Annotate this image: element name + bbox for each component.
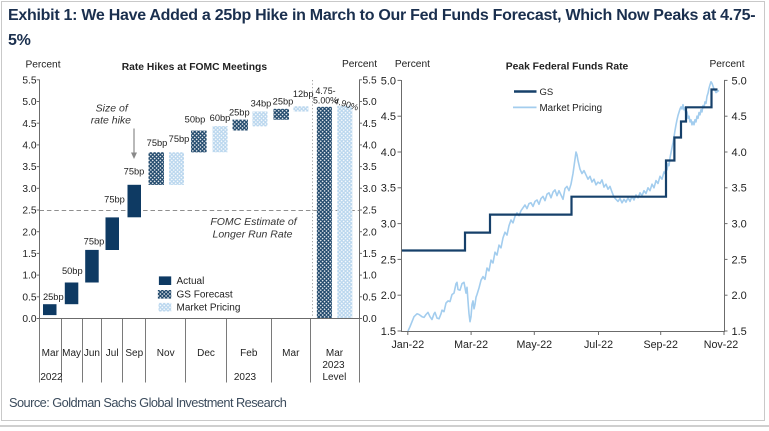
svg-text:5.0: 5.0	[22, 97, 36, 108]
svg-text:Size of: Size of	[96, 103, 129, 115]
svg-text:1.0: 1.0	[22, 271, 36, 282]
svg-text:3.5: 3.5	[381, 183, 396, 195]
svg-text:Dec: Dec	[197, 348, 215, 359]
svg-text:Mar-22: Mar-22	[454, 339, 488, 351]
svg-text:4.5: 4.5	[363, 119, 377, 130]
svg-text:5.5: 5.5	[363, 75, 377, 86]
svg-text:Percent: Percent	[395, 59, 430, 70]
svg-text:2.0: 2.0	[22, 227, 36, 238]
svg-text:Market Pricing: Market Pricing	[177, 303, 241, 314]
svg-text:75bp: 75bp	[104, 195, 125, 205]
svg-text:2023: 2023	[234, 372, 257, 383]
svg-text:75bp: 75bp	[147, 138, 168, 148]
svg-text:4.5: 4.5	[732, 111, 747, 123]
svg-text:Nov: Nov	[157, 348, 175, 359]
svg-text:Market Pricing: Market Pricing	[540, 103, 603, 114]
svg-text:Jun: Jun	[84, 348, 100, 359]
svg-text:0.0: 0.0	[22, 314, 36, 325]
svg-text:4.75-: 4.75-	[315, 86, 335, 96]
svg-text:Percent: Percent	[709, 59, 744, 70]
svg-text:3.0: 3.0	[22, 184, 36, 195]
svg-text:GS: GS	[540, 87, 554, 98]
svg-text:1.5: 1.5	[363, 249, 377, 260]
svg-text:Mar: Mar	[282, 348, 300, 359]
svg-text:25bp: 25bp	[229, 108, 250, 118]
svg-text:2.0: 2.0	[381, 290, 396, 302]
svg-text:3.0: 3.0	[363, 184, 377, 195]
svg-text:1.5: 1.5	[732, 326, 747, 338]
svg-text:Actual: Actual	[177, 276, 205, 287]
svg-text:5.0: 5.0	[363, 97, 377, 108]
svg-text:Mar: Mar	[42, 348, 60, 359]
svg-text:50bp: 50bp	[185, 115, 206, 125]
svg-text:4.5: 4.5	[381, 111, 396, 123]
svg-text:4.0: 4.0	[363, 141, 377, 152]
svg-text:Peak Federal Funds Rate: Peak Federal Funds Rate	[506, 62, 629, 73]
svg-text:5.0: 5.0	[732, 75, 747, 87]
svg-text:2.5: 2.5	[381, 254, 396, 266]
svg-text:1.0: 1.0	[363, 271, 377, 282]
svg-text:4.0: 4.0	[732, 147, 747, 159]
svg-text:60bp: 60bp	[210, 113, 231, 123]
svg-text:Percent: Percent	[25, 60, 60, 71]
svg-text:3.0: 3.0	[381, 219, 396, 231]
svg-text:GS Forecast: GS Forecast	[177, 290, 233, 301]
svg-text:Jul-22: Jul-22	[584, 339, 613, 351]
svg-text:2022: 2022	[40, 372, 63, 383]
svg-text:4.5: 4.5	[22, 119, 36, 130]
svg-text:34bp: 34bp	[251, 99, 272, 109]
svg-text:Mar: Mar	[326, 348, 344, 359]
svg-text:50bp: 50bp	[62, 266, 83, 276]
svg-text:5.5: 5.5	[22, 75, 36, 86]
svg-text:Feb: Feb	[240, 348, 258, 359]
svg-text:Jul: Jul	[106, 348, 119, 359]
svg-text:12bp: 12bp	[293, 89, 314, 99]
svg-text:75bp: 75bp	[169, 134, 190, 144]
svg-text:25bp: 25bp	[43, 292, 64, 302]
svg-text:Jan-22: Jan-22	[391, 339, 424, 351]
svg-text:1.5: 1.5	[22, 249, 36, 260]
svg-text:75bp: 75bp	[84, 237, 105, 247]
svg-text:Sep-22: Sep-22	[643, 339, 678, 351]
svg-text:Rate Hikes at FOMC Meetings: Rate Hikes at FOMC Meetings	[122, 62, 268, 73]
svg-text:0.0: 0.0	[363, 314, 377, 325]
svg-text:2.5: 2.5	[22, 206, 36, 217]
svg-text:Percent: Percent	[342, 59, 377, 70]
svg-text:2.0: 2.0	[363, 227, 377, 238]
svg-text:3.0: 3.0	[732, 219, 747, 231]
svg-text:May-22: May-22	[516, 339, 552, 351]
svg-text:5.00%: 5.00%	[313, 96, 338, 106]
svg-text:May: May	[62, 348, 81, 359]
svg-text:Sep: Sep	[125, 348, 143, 359]
svg-text:2.5: 2.5	[732, 254, 747, 266]
svg-text:3.5: 3.5	[363, 162, 377, 173]
svg-text:2.5: 2.5	[363, 206, 377, 217]
svg-text:75bp: 75bp	[124, 167, 145, 177]
svg-text:4.0: 4.0	[381, 147, 396, 159]
svg-text:25bp: 25bp	[273, 97, 294, 107]
svg-text:rate hike: rate hike	[91, 114, 131, 126]
svg-text:Nov-22: Nov-22	[704, 339, 739, 351]
svg-text:2023: 2023	[322, 360, 345, 371]
svg-text:3.5: 3.5	[732, 183, 747, 195]
svg-text:0.5: 0.5	[22, 292, 36, 303]
svg-text:2.0: 2.0	[732, 290, 747, 302]
svg-text:Level: Level	[322, 372, 346, 383]
svg-text:1.5: 1.5	[381, 326, 396, 338]
svg-text:4.0: 4.0	[22, 141, 36, 152]
svg-text:FOMC Estimate of: FOMC Estimate of	[210, 216, 297, 228]
svg-text:5.0: 5.0	[381, 75, 396, 87]
svg-text:Longer Run Rate: Longer Run Rate	[213, 229, 293, 241]
svg-text:3.5: 3.5	[22, 162, 36, 173]
svg-text:0.5: 0.5	[363, 292, 377, 303]
